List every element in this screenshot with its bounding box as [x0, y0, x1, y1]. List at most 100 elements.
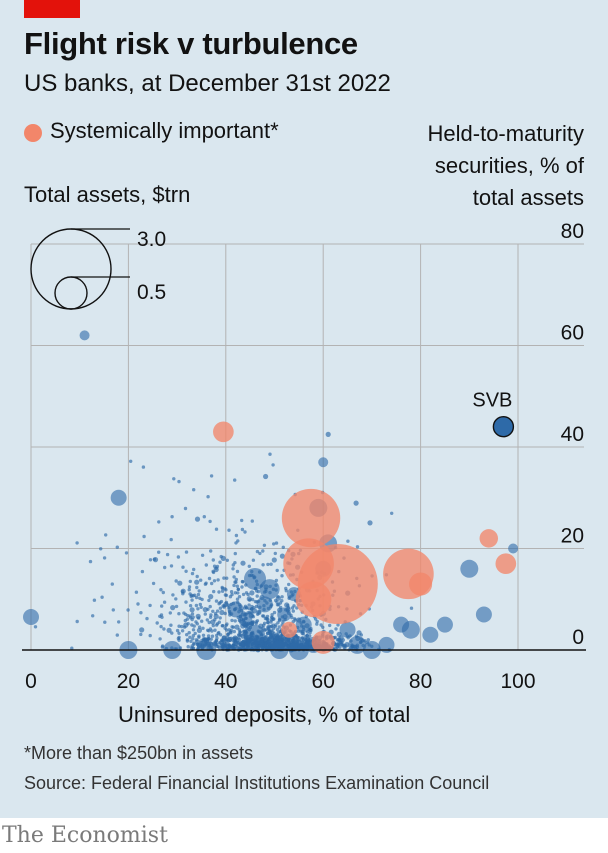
bank-point	[182, 625, 187, 629]
bank-point	[201, 626, 205, 630]
bank-point	[162, 627, 166, 631]
bank-point	[260, 646, 265, 650]
bank-point	[196, 627, 202, 634]
bank-point	[202, 515, 206, 519]
bank-point	[271, 463, 275, 467]
bank-point	[248, 643, 253, 648]
bank-point	[187, 585, 192, 589]
bank-point	[266, 620, 270, 625]
x-tick-label-80: 80	[409, 670, 432, 693]
bank-point	[287, 582, 291, 587]
bank-point	[245, 624, 266, 645]
bank-point	[240, 527, 245, 532]
bank-point	[170, 631, 174, 635]
chart-subtitle: US banks, at December 31st 2022	[24, 70, 391, 97]
bank-point	[270, 613, 274, 617]
bank-point	[207, 576, 212, 581]
bank-point	[190, 571, 195, 576]
bank-point	[346, 539, 350, 543]
bank-point	[229, 590, 234, 594]
bank-point	[194, 579, 200, 585]
bank-point	[263, 642, 267, 647]
bank-point	[177, 580, 183, 586]
bank-point	[209, 474, 214, 478]
bank-point	[180, 629, 185, 633]
bank-point	[110, 489, 127, 506]
bank-point	[208, 604, 212, 609]
bank-point	[218, 606, 223, 610]
bank-point	[158, 637, 162, 641]
bank-point	[189, 607, 195, 613]
bank-point	[115, 545, 120, 549]
bank-point	[275, 600, 279, 604]
bank-point	[160, 645, 165, 649]
bank-point	[223, 626, 227, 630]
bank-point	[187, 588, 191, 592]
bank-point	[103, 620, 107, 624]
bank-point	[211, 570, 216, 575]
bank-point	[161, 590, 165, 595]
bank-point	[231, 567, 235, 571]
bank-point	[79, 330, 90, 341]
bank-point	[200, 553, 205, 557]
bank-point	[210, 581, 214, 586]
bank-point	[172, 477, 176, 481]
bank-point	[225, 576, 229, 580]
bank-point	[319, 623, 323, 627]
bank-point	[250, 607, 254, 611]
bank-point	[213, 566, 219, 573]
bank-point	[208, 519, 212, 524]
bank-point	[267, 641, 271, 646]
bank-point	[334, 627, 338, 631]
bank-point	[203, 582, 208, 586]
bank-point	[233, 478, 237, 482]
bank-point	[184, 600, 188, 604]
svb-point	[492, 416, 515, 438]
bank-point	[126, 608, 130, 612]
bank-point	[124, 551, 129, 555]
bank-point	[231, 625, 235, 629]
bank-point	[272, 631, 276, 636]
bank-point	[186, 645, 190, 649]
bank-point	[254, 621, 258, 626]
bank-point	[284, 589, 288, 593]
bank-point	[170, 515, 174, 519]
bank-point	[253, 599, 258, 604]
bank-point	[142, 534, 146, 539]
bank-point	[197, 634, 201, 638]
bank-point	[227, 601, 244, 618]
bank-point	[338, 645, 342, 649]
bank-point	[216, 578, 220, 582]
bank-point	[236, 587, 240, 592]
bank-point	[366, 638, 370, 642]
bank-point	[104, 533, 108, 537]
bank-point	[291, 609, 295, 613]
bank-point	[204, 563, 208, 567]
bank-point	[159, 613, 164, 617]
bank-point	[111, 608, 116, 612]
bank-point	[233, 551, 237, 556]
bank-point	[195, 585, 199, 590]
bank-point	[186, 614, 190, 618]
bank-point	[229, 628, 233, 633]
bank-point	[220, 555, 226, 562]
bank-point	[195, 574, 199, 579]
systemic-bank-point	[283, 538, 334, 590]
bank-point	[325, 431, 331, 437]
bank-point	[266, 646, 270, 650]
bank-point	[237, 637, 242, 641]
bank-point	[274, 541, 279, 545]
bank-point	[223, 587, 227, 591]
bank-point	[269, 620, 273, 624]
bank-point	[246, 596, 252, 602]
bank-point	[234, 624, 240, 630]
bank-point	[255, 594, 259, 598]
bank-point	[214, 638, 219, 643]
bank-point	[194, 595, 199, 600]
bank-point	[215, 564, 220, 569]
bank-point	[221, 624, 225, 628]
bank-point	[290, 606, 295, 610]
bank-point	[208, 594, 214, 600]
size-legend-large-value: 3.0	[137, 228, 166, 251]
bank-point	[275, 628, 280, 632]
